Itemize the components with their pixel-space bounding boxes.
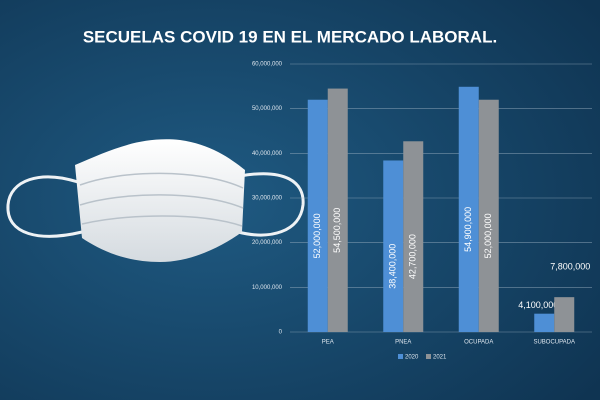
value-label: 38,400,000: [388, 244, 398, 289]
x-tick-label: SUBOCUPADA: [533, 340, 575, 346]
bar: [534, 313, 555, 332]
y-tick-label: 20,000,000: [252, 240, 283, 246]
y-tick-label: 0: [279, 330, 283, 336]
y-tick-label: 50,000,000: [252, 106, 283, 112]
bar: [327, 88, 348, 332]
value-label: 7,800,000: [550, 262, 590, 272]
x-tick-label: PNEA: [395, 340, 411, 346]
bar: [383, 160, 404, 332]
legend-swatch: [426, 354, 431, 359]
bar: [403, 141, 424, 332]
value-label: 52,000,000: [312, 213, 322, 258]
chart-title: SECUELAS COVID 19 EN EL MERCADO LABORAL.: [83, 27, 497, 46]
x-tick-label: OCUPADA: [464, 340, 493, 346]
value-label: 54,500,000: [332, 208, 342, 253]
bar: [554, 297, 575, 332]
y-tick-label: 60,000,000: [252, 62, 283, 68]
y-tick-label: 10,000,000: [252, 285, 283, 291]
value-label: 42,700,000: [408, 234, 418, 279]
y-tick-label: 30,000,000: [252, 196, 283, 202]
legend-label: 2021: [433, 355, 447, 361]
bar: [458, 86, 479, 332]
value-label: 4,100,000: [518, 300, 558, 310]
bar: [478, 99, 499, 332]
legend-swatch: [398, 354, 403, 359]
mask-illustration: [6, 139, 305, 262]
x-tick-label: PEA: [322, 340, 334, 346]
bar: [307, 99, 328, 332]
y-tick-label: 40,000,000: [252, 151, 283, 157]
legend-label: 2020: [405, 355, 419, 361]
value-label: 52,000,000: [483, 213, 493, 258]
value-label: 54,900,000: [463, 207, 473, 252]
